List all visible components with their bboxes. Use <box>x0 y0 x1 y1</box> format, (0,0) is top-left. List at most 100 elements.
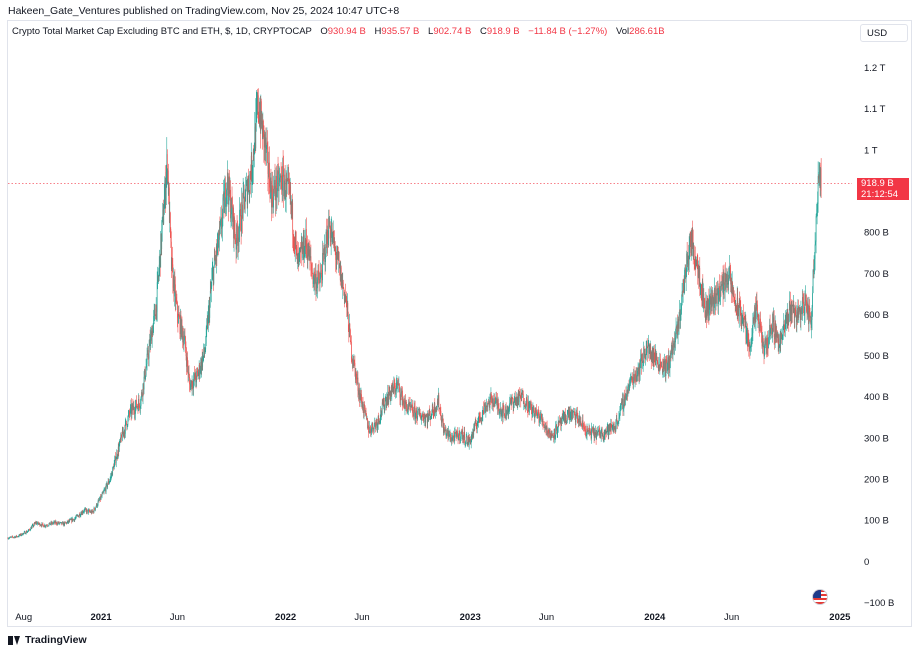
currency-button[interactable]: USD <box>860 24 908 42</box>
candle <box>62 521 64 526</box>
candle <box>373 422 375 434</box>
candle <box>781 334 783 346</box>
candle <box>471 431 473 443</box>
candle <box>250 142 252 198</box>
candle <box>535 407 536 417</box>
candle <box>769 318 770 344</box>
legend-volume-label: Vol <box>615 26 630 37</box>
candle <box>60 522 62 523</box>
candle <box>646 338 648 349</box>
candle <box>169 201 171 233</box>
candle <box>770 324 772 339</box>
candle <box>750 345 751 356</box>
candle <box>36 522 38 526</box>
candle <box>549 428 551 439</box>
candle <box>675 317 677 340</box>
candle <box>455 429 457 442</box>
candle <box>639 359 641 381</box>
candle <box>222 194 224 227</box>
candle <box>724 272 726 302</box>
candle <box>215 250 217 268</box>
candle <box>535 408 537 416</box>
candle <box>94 507 95 510</box>
candle <box>520 388 522 402</box>
candle <box>114 455 116 467</box>
candle <box>195 375 197 389</box>
candle <box>381 410 383 421</box>
candle <box>294 231 296 262</box>
candle <box>360 389 361 401</box>
candle <box>448 430 450 439</box>
candle <box>237 225 239 260</box>
candle <box>193 372 194 397</box>
candle <box>113 460 115 470</box>
candle <box>12 535 13 539</box>
candle <box>166 137 168 188</box>
candle <box>236 215 238 244</box>
candle <box>473 423 475 432</box>
candle <box>577 406 578 424</box>
candle <box>361 397 363 409</box>
candle <box>564 411 566 425</box>
candle <box>801 306 802 315</box>
candle <box>517 396 519 410</box>
candle <box>773 310 775 345</box>
candle <box>552 432 554 439</box>
candle <box>652 347 654 367</box>
candle <box>250 164 252 195</box>
candle <box>794 308 795 330</box>
candle <box>109 479 110 485</box>
candle <box>364 405 366 417</box>
candle <box>800 307 801 328</box>
candle <box>319 272 320 284</box>
candle <box>704 310 706 323</box>
candle <box>374 419 376 429</box>
candle <box>656 360 658 365</box>
candle <box>320 262 321 283</box>
candle <box>698 264 700 289</box>
candle <box>471 431 473 441</box>
candle <box>506 405 508 416</box>
candle <box>663 357 665 373</box>
legend-change: −11.84 B (−1.27%) <box>528 26 608 37</box>
candle <box>344 291 346 304</box>
candle <box>177 313 179 333</box>
candle <box>140 396 142 409</box>
candle <box>47 525 49 527</box>
candle <box>166 149 168 184</box>
candle <box>435 405 437 417</box>
candle <box>96 502 97 508</box>
candle <box>792 295 794 314</box>
candle <box>786 303 788 329</box>
candle <box>767 347 769 357</box>
candle <box>493 392 495 408</box>
candle <box>348 313 350 338</box>
candle <box>505 402 507 420</box>
candle <box>98 498 99 502</box>
candle <box>359 383 360 407</box>
us-flag-icon[interactable] <box>812 589 828 605</box>
candle <box>279 167 280 187</box>
candle <box>435 407 437 413</box>
candle <box>610 419 612 428</box>
candle <box>239 197 240 242</box>
candle <box>771 323 772 335</box>
candle <box>10 536 11 538</box>
candle <box>623 392 625 416</box>
candle <box>375 417 377 431</box>
candle <box>110 473 112 483</box>
candle <box>126 423 128 430</box>
candle <box>300 232 302 249</box>
candle <box>71 516 73 523</box>
candle <box>783 313 785 331</box>
candle <box>107 477 109 485</box>
candle <box>570 405 572 420</box>
candle <box>635 370 636 383</box>
candle <box>690 231 692 257</box>
candle <box>809 299 810 321</box>
candle <box>698 265 700 287</box>
footer-brand[interactable]: TradingView <box>8 634 87 646</box>
candle <box>454 426 456 438</box>
